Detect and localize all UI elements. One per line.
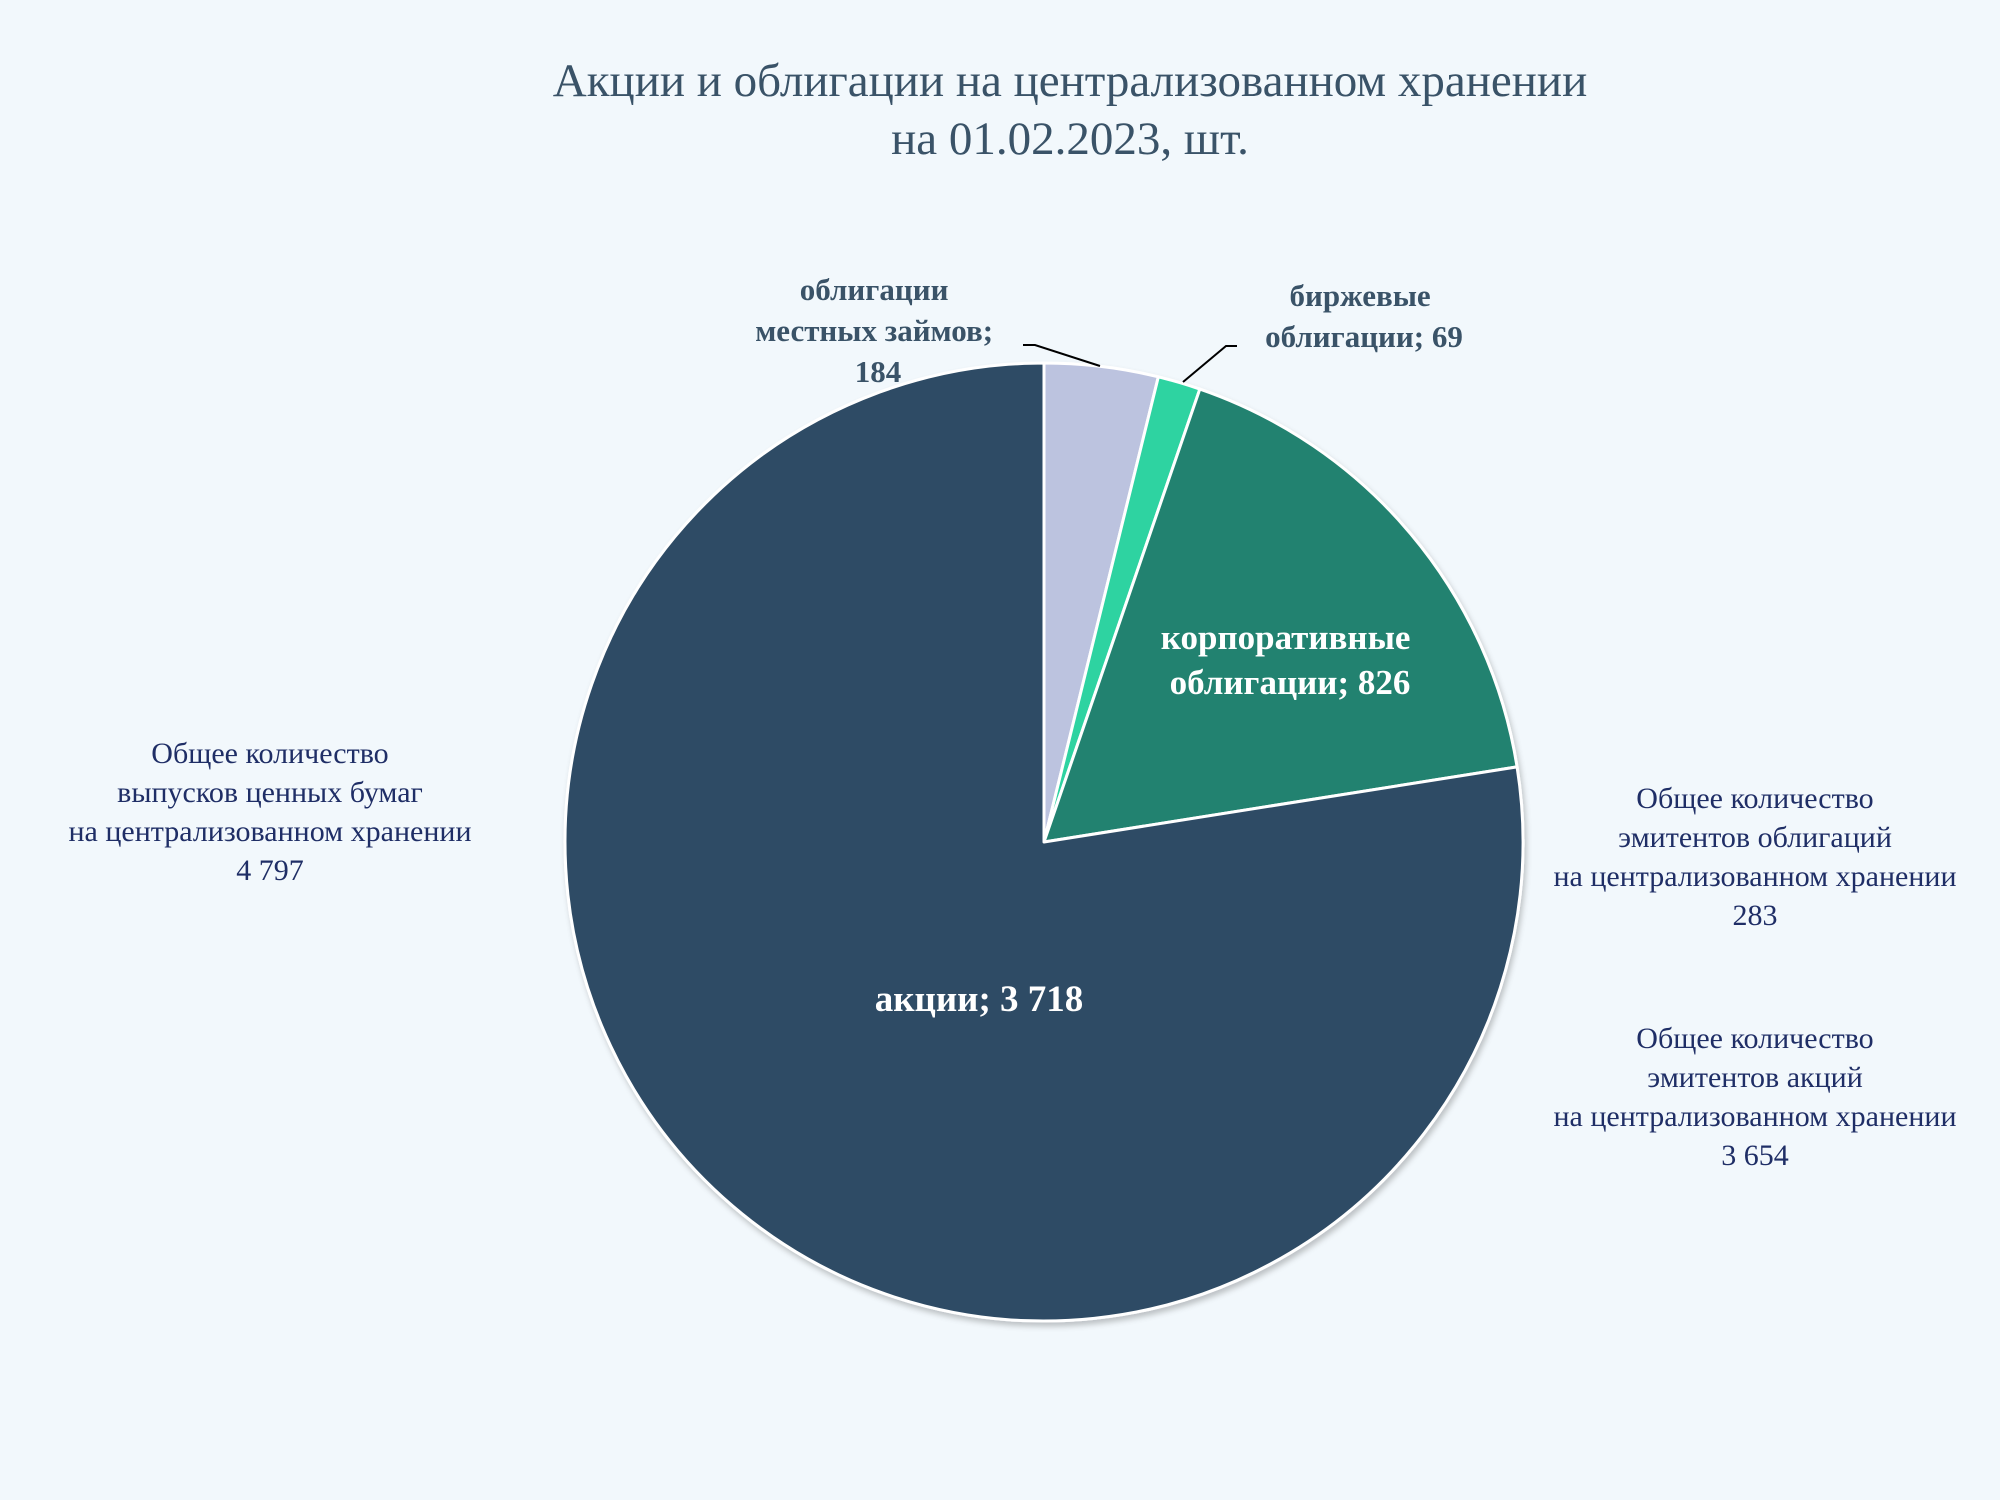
note-total-issues: Общее количество выпусков ценных бумаг н…: [20, 734, 520, 890]
chart-title-line-1: Акции и облигации на централизованном хр…: [552, 55, 1588, 107]
leader-line-local-bonds: [1023, 344, 1101, 367]
note-total-issues-line-3: на централизованном хранении: [68, 815, 472, 848]
note-share-issuers-line-1: Общее количество: [1636, 1022, 1874, 1055]
note-total-issues-value: 4 797: [236, 854, 304, 887]
note-share-issuers-line-3: на централизованном хранении: [1553, 1100, 1957, 1133]
note-bond-issuers-value: 283: [1732, 899, 1778, 932]
note-bond-issuers-line-3: на централизованном хранении: [1553, 860, 1957, 893]
note-share-issuers: Общее количество эмитентов акций на цент…: [1505, 1019, 2000, 1175]
note-share-issuers-value: 3 654: [1721, 1139, 1789, 1172]
slice-label-corporate-bonds: корпоративные облигации; 826: [1161, 618, 1419, 702]
chart-title: Акции и облигации на централизованном хр…: [0, 52, 2000, 168]
slice-label-local-bonds: облигации местных займов; 184: [755, 272, 1001, 389]
note-total-issues-line-1: Общее количество: [151, 737, 389, 770]
pie-slices: [563, 361, 1525, 1323]
pie-slice-corporate-bonds: [1042, 387, 1519, 844]
slice-label-exchange-bonds: биржевые облигации; 69: [1265, 278, 1463, 354]
note-bond-issuers: Общее количество эмитентов облигаций на …: [1505, 779, 2000, 935]
note-share-issuers-line-2: эмитентов акций: [1647, 1061, 1863, 1094]
note-total-issues-line-2: выпусков ценных бумаг: [117, 776, 423, 809]
slice-label-shares: акции; 3 718: [875, 979, 1084, 1020]
note-bond-issuers-line-1: Общее количество: [1636, 782, 1874, 815]
pie-slice-shares: [563, 361, 1525, 1323]
leader-line-exchange-bonds: [1182, 345, 1237, 383]
chart-title-line-2: на 01.02.2023, шт.: [891, 113, 1249, 165]
note-bond-issuers-line-2: эмитентов облигаций: [1618, 821, 1892, 854]
